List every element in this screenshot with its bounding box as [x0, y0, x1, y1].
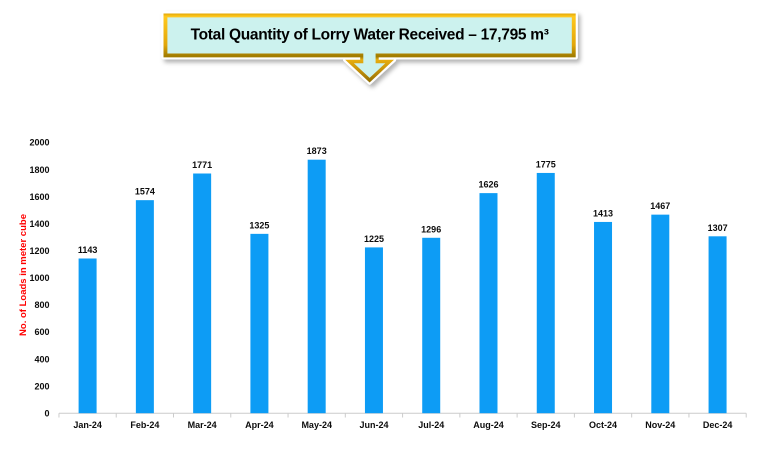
- svg-text:1771: 1771: [192, 160, 212, 170]
- svg-text:1325: 1325: [249, 220, 269, 230]
- svg-text:Sep-24: Sep-24: [531, 420, 561, 430]
- svg-text:1200: 1200: [29, 246, 49, 256]
- svg-text:1400: 1400: [29, 219, 49, 229]
- svg-text:1000: 1000: [29, 273, 49, 283]
- svg-text:1626: 1626: [478, 180, 498, 190]
- svg-text:600: 600: [34, 327, 49, 337]
- svg-text:May-24: May-24: [301, 420, 332, 430]
- svg-text:1800: 1800: [29, 165, 49, 175]
- svg-text:Jul-24: Jul-24: [418, 420, 444, 430]
- svg-text:1225: 1225: [364, 234, 384, 244]
- svg-text:1413: 1413: [593, 209, 613, 219]
- svg-text:1574: 1574: [135, 187, 155, 197]
- svg-text:1467: 1467: [650, 201, 670, 211]
- svg-text:Oct-24: Oct-24: [589, 420, 617, 430]
- svg-text:1307: 1307: [708, 223, 728, 233]
- svg-text:2000: 2000: [29, 138, 49, 148]
- svg-text:Feb-24: Feb-24: [130, 420, 159, 430]
- svg-text:Nov-24: Nov-24: [645, 420, 675, 430]
- svg-text:Dec-24: Dec-24: [703, 420, 733, 430]
- svg-text:Aug-24: Aug-24: [473, 420, 504, 430]
- svg-text:800: 800: [34, 300, 49, 310]
- svg-text:1775: 1775: [536, 160, 556, 170]
- svg-text:Apr-24: Apr-24: [245, 420, 274, 430]
- svg-text:Mar-24: Mar-24: [188, 420, 217, 430]
- svg-text:0: 0: [44, 408, 49, 418]
- svg-text:Jun-24: Jun-24: [359, 420, 388, 430]
- svg-text:Jan-24: Jan-24: [73, 420, 102, 430]
- svg-text:200: 200: [34, 381, 49, 391]
- svg-text:1873: 1873: [307, 146, 327, 156]
- svg-text:Total Quantity of Lorry Water: Total Quantity of Lorry Water Received –…: [191, 27, 549, 44]
- svg-text:1296: 1296: [421, 224, 441, 234]
- svg-text:1600: 1600: [29, 192, 49, 202]
- svg-text:400: 400: [34, 354, 49, 364]
- svg-text:No. of Loads in meter cube: No. of Loads in meter cube: [18, 214, 29, 336]
- svg-text:1143: 1143: [78, 245, 98, 255]
